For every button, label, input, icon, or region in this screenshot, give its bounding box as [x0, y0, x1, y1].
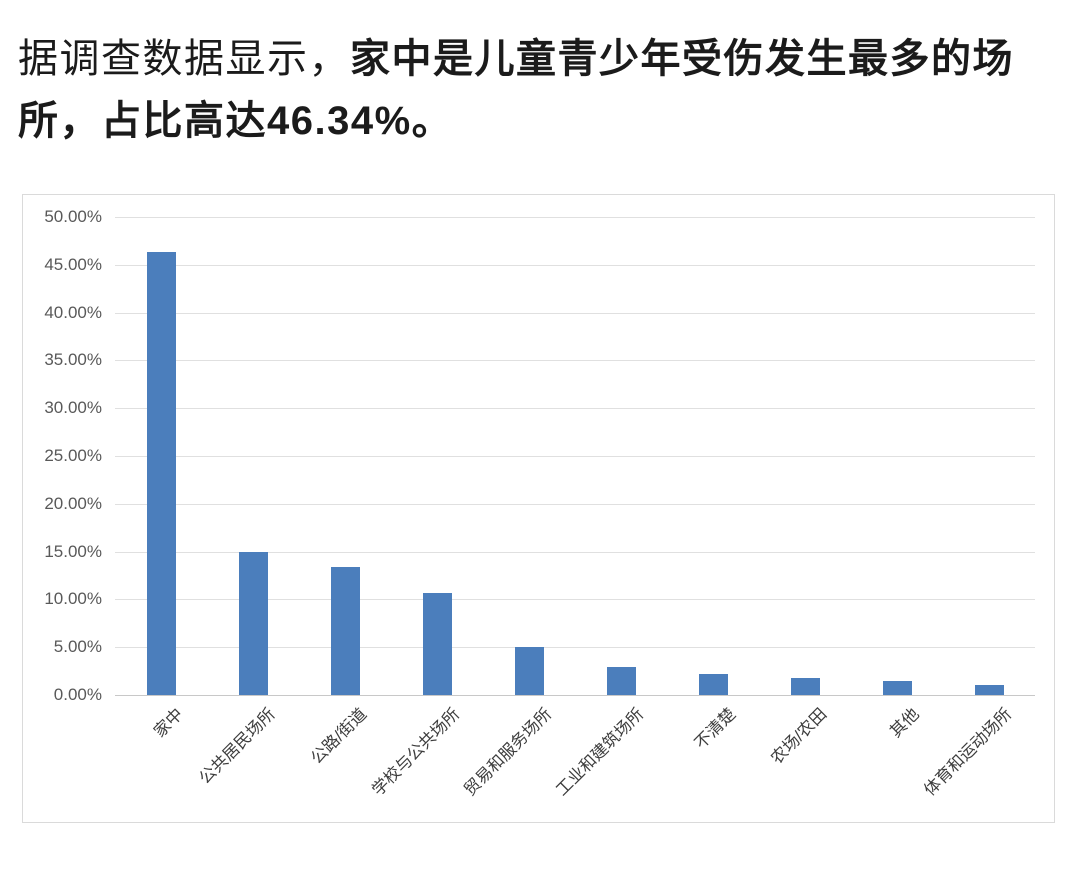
x-axis-tick-label: 公共居民场所 [195, 705, 279, 788]
x-axis-tick-label: 工业和建筑场所 [552, 705, 647, 800]
y-axis-tick-label: 50.00% [44, 207, 102, 226]
bar-农场/农田 [790, 678, 820, 695]
x-axis-tick-label: 体育和运动场所 [920, 705, 1015, 800]
x-axis: 家中 公共居民场所 公路/街道 学校与公共场所 贸易和服务场所 工业和建筑场所 不清楚 农场/… [115, 695, 1035, 820]
x-axis-line [115, 695, 1035, 696]
y-axis-tick-label: 5.00% [53, 637, 102, 657]
y-axis-tick-label: 25.00% [44, 446, 102, 465]
x-axis-tick-label: 贸易和服务场所 [460, 705, 555, 800]
y-axis-tick-label: 15.00% [44, 541, 102, 561]
headline: 据调查数据显示，家中是儿童青少年受伤发生最多的场所，占比高达46.34%。 [18, 28, 1064, 152]
bar-学校与公共场所 [422, 593, 452, 695]
headline-prefix: 据调查数据显示， [18, 37, 350, 81]
y-axis-tick-label: 10.00% [44, 589, 102, 609]
bar-chart: 0.00% 5.00% 10.00% 15.00% 20.00% 25.00% 30.00%… [22, 194, 1055, 823]
gridline [115, 217, 1035, 218]
x-axis-tick-label: 公路/街道 [308, 705, 371, 768]
y-axis-tick-label: 45.00% [44, 254, 102, 274]
bar-贸易和服务场所 [514, 647, 544, 695]
x-axis-tick-label: 家中 [150, 705, 187, 742]
y-axis-tick-label: 30.00% [44, 398, 102, 418]
bar-家中 [146, 252, 176, 695]
bar-其他 [882, 681, 912, 695]
x-axis-tick-label: 不清楚 [690, 705, 739, 753]
y-axis: 0.00% 5.00% 10.00% 15.00% 20.00% 25.00% 30.00%… [23, 207, 102, 704]
gridline [115, 360, 1035, 362]
bar-工业和建筑场所 [606, 667, 636, 695]
bar-公共居民场所 [238, 552, 268, 695]
gridline [115, 456, 1035, 457]
gridline [115, 599, 1035, 601]
y-axis-tick-label: 35.00% [44, 350, 102, 370]
plot-area [115, 217, 1035, 696]
x-axis-tick-label: 学校与公共场所 [368, 705, 463, 800]
gridline [115, 551, 1035, 553]
y-axis-tick-label: 40.00% [44, 302, 102, 322]
gridline [115, 503, 1035, 505]
bar-体育和运动场所 [974, 685, 1004, 695]
gridline [115, 408, 1035, 410]
bar-公路/街道 [330, 567, 360, 695]
gridline [115, 647, 1035, 649]
x-axis-tick-label: 其他 [886, 705, 923, 742]
y-axis-tick-label: 20.00% [44, 493, 102, 513]
y-axis-tick-label: 0.00% [53, 685, 102, 704]
bar-不清楚 [698, 674, 728, 695]
x-axis-tick-label: 农场/农田 [768, 705, 831, 768]
gridline [115, 312, 1035, 314]
headline-emphasis: 家中是儿童青少年受伤发生最多的场所，占比高达46.34%。 [18, 37, 1014, 143]
gridline [115, 264, 1035, 266]
